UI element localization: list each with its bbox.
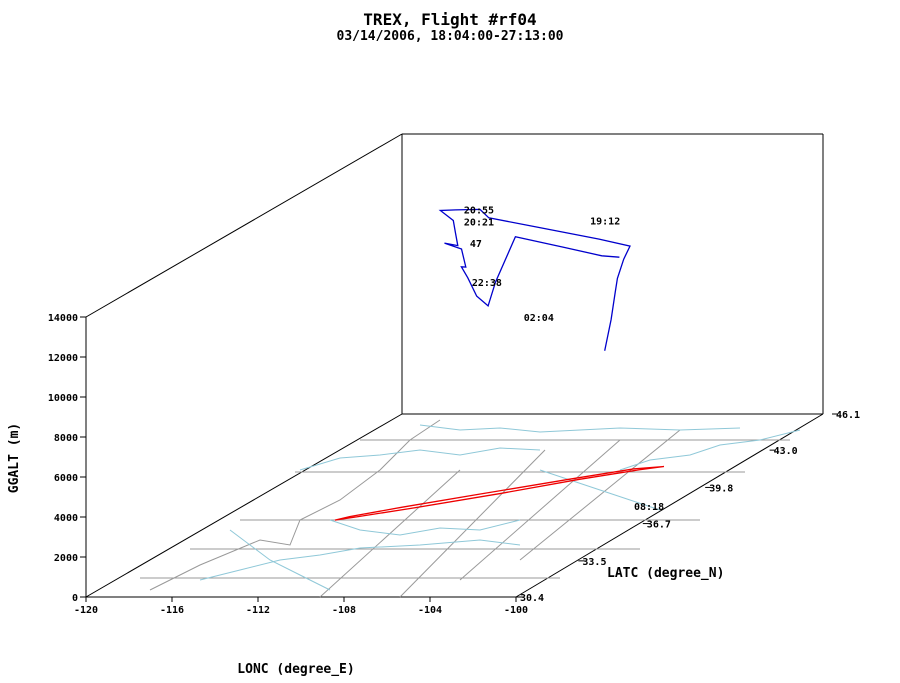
x-tick-label: -108 (332, 605, 356, 616)
annotation-label: 20:55 (464, 206, 494, 217)
left-top-edge (85, 133, 403, 318)
chart-subtitle: 03/14/2006, 18:04:00-27:13:00 (337, 29, 564, 44)
annotation-label: 08:18 (634, 502, 664, 513)
z-tick-label: 12000 (48, 353, 78, 364)
axis-ticks: 0 2000 4000 6000 8000 10000 12000 14000 -120 -116… (48, 313, 860, 616)
y-tick-label: 36.7 (647, 520, 671, 531)
x-tick-label: -104 (418, 605, 442, 616)
x-tick-label: -100 (504, 605, 528, 616)
z-tick-label: 0 (72, 593, 78, 604)
map-rivers (199, 424, 801, 591)
y-tick-label: 43.0 (774, 446, 798, 457)
annotation-label: 19:12 (590, 216, 620, 227)
y-tick-label: 30.4 (520, 593, 544, 604)
x-tick-label: -120 (74, 605, 98, 616)
annotation-label: 20:21 (464, 218, 494, 229)
z-tick-label: 6000 (54, 473, 78, 484)
x-tick-label: -116 (160, 605, 184, 616)
floor-right-edge (515, 413, 824, 598)
y-tick-label: 39.8 (709, 483, 733, 494)
series-0-line (438, 208, 631, 351)
z-axis-label: GGALT (m) (7, 423, 22, 493)
z-tick-label: 2000 (54, 553, 78, 564)
z-tick-label: 4000 (54, 513, 78, 524)
series-1-line (334, 465, 665, 521)
z-tick-label: 8000 (54, 433, 78, 444)
data-series (334, 208, 665, 521)
z-tick-label: 14000 (48, 313, 78, 324)
y-tick-label: 46.1 (836, 410, 860, 421)
floor-left-edge (85, 413, 403, 598)
z-tick-label: 10000 (48, 393, 78, 404)
chart-title: TREX, Flight #rf04 (363, 10, 536, 29)
y-tick-label: 33.5 (582, 557, 606, 568)
axes-frame (85, 133, 824, 598)
annotation-label: 47 (470, 239, 482, 250)
y-axis-label: LATC (degree_N) (607, 566, 724, 581)
x-tick-label: -112 (246, 605, 270, 616)
annotation-label: 02:04 (524, 313, 554, 324)
annotation-label: 22:38 (472, 278, 502, 289)
x-axis-label: LONC (degree_E) (237, 662, 354, 677)
